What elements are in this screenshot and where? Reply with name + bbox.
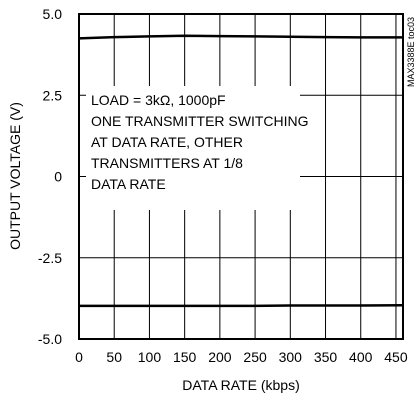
x-tick-label: 450 bbox=[384, 349, 408, 365]
x-tick-label: 150 bbox=[173, 349, 197, 365]
tick-labels: 0 50 100 150 200 250 300 350 400 450 5.0 2.5 0 -2.5 -5… bbox=[38, 6, 408, 365]
annotation-line-5: DATA RATE bbox=[91, 176, 166, 192]
plot-frame bbox=[78, 13, 404, 340]
y-tick-label: -2.5 bbox=[38, 250, 62, 266]
x-tick-label: 250 bbox=[243, 349, 267, 365]
x-tick-label: 400 bbox=[349, 349, 373, 365]
annotation-line-4: TRANSMITTERS AT 1/8 bbox=[91, 155, 243, 171]
x-tick-label: 350 bbox=[314, 349, 338, 365]
x-tick-label: 50 bbox=[106, 349, 122, 365]
annotation-background bbox=[86, 86, 300, 210]
annotation-line-3: AT DATA RATE, OTHER bbox=[91, 134, 243, 150]
annotation-line-2: ONE TRANSMITTER SWITCHING bbox=[91, 113, 309, 129]
y-tick-label: 0 bbox=[54, 169, 62, 185]
y-tick-label: 2.5 bbox=[43, 87, 63, 103]
x-tick-label: 200 bbox=[208, 349, 232, 365]
series-line-2 bbox=[79, 303, 404, 308]
y-tick-label: -5.0 bbox=[38, 331, 62, 347]
series-line-1 bbox=[78, 34, 403, 40]
figure-code: MAX3388E toc03 bbox=[406, 17, 416, 87]
annotation: LOAD = 3kΩ, 1000pF ONE TRANSMITTER SWITC… bbox=[91, 92, 309, 192]
x-tick-label: 100 bbox=[138, 349, 162, 365]
y-axis-title: OUTPUT VOLTAGE (V) bbox=[7, 102, 23, 250]
annotation-line-1: LOAD = 3kΩ, 1000pF bbox=[91, 92, 226, 108]
x-tick-label: 0 bbox=[75, 349, 83, 365]
x-axis-title: DATA RATE (kbps) bbox=[182, 377, 299, 393]
y-tick-label: 5.0 bbox=[43, 6, 63, 22]
series-group bbox=[78, 34, 404, 308]
x-tick-label: 300 bbox=[279, 349, 303, 365]
